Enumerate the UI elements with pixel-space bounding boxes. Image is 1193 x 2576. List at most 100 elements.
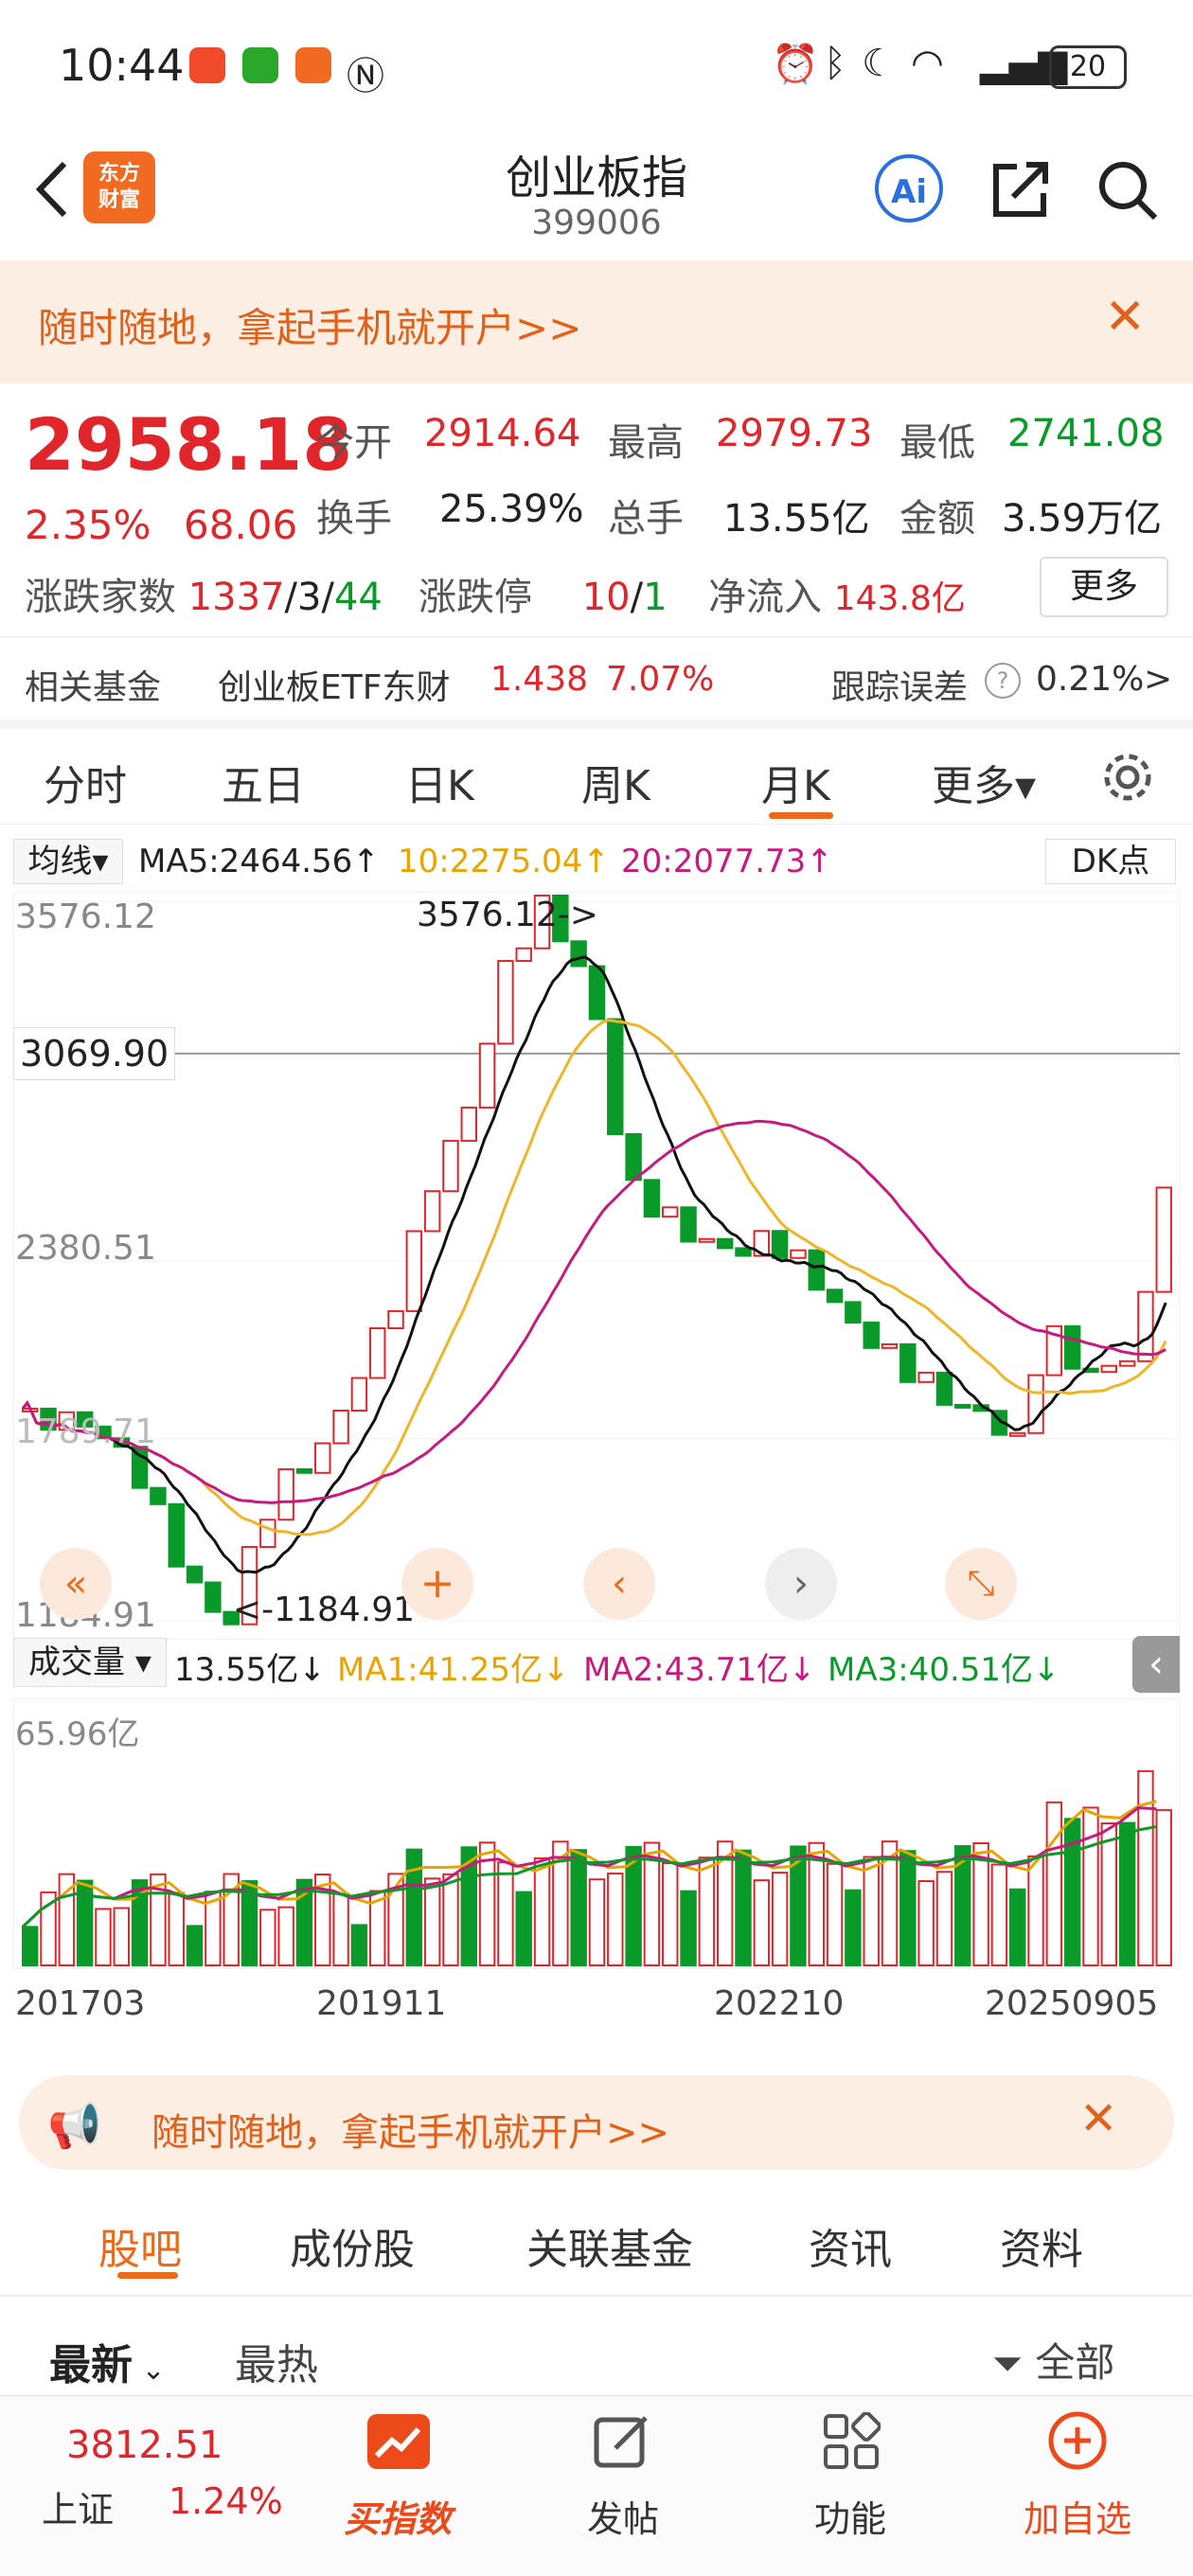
volume-bar: [387, 1873, 404, 1966]
candle: [680, 1206, 697, 1243]
filter-all[interactable]: ⏷ 全部: [992, 2331, 1114, 2389]
tab-weekly[interactable]: 周K: [581, 762, 650, 810]
post-button[interactable]: 发帖: [586, 2498, 659, 2540]
tab-related-funds[interactable]: 关联基金: [526, 2226, 693, 2274]
tab-more[interactable]: 更多▾: [932, 762, 1037, 810]
candle: [1137, 1290, 1154, 1362]
vol-ma3: MA3:40.51亿↓: [828, 1651, 1060, 1689]
volume-ma-lines: [21, 1800, 1157, 1928]
tab-monthly[interactable]: 月K: [761, 762, 830, 810]
dk-point-button[interactable]: DK点: [1045, 839, 1176, 884]
tab-profile[interactable]: 资料: [1000, 2226, 1083, 2274]
open-account-banner-2[interactable]: 📢 随时随地，拿起手机就开户>> ✕: [19, 2075, 1174, 2170]
candle: [76, 1411, 94, 1428]
buy-index-button[interactable]: 买指数: [343, 2498, 452, 2540]
chevron-right-icon[interactable]: >: [1144, 660, 1173, 699]
more-button[interactable]: 更多: [1040, 557, 1168, 617]
share-icon[interactable]: [988, 159, 1055, 222]
open-label: 今开: [316, 421, 392, 465]
volume-bar: [881, 1840, 899, 1966]
volume-bar: [1082, 1806, 1099, 1966]
candle: [223, 1610, 240, 1626]
tab-minute[interactable]: 分时: [44, 762, 127, 810]
ma-selector[interactable]: 均线▾: [13, 839, 123, 884]
sh-index-value[interactable]: 3812.51: [66, 2424, 223, 2467]
volume-selector[interactable]: 成交量 ▾: [13, 1638, 167, 1687]
tab-constituents[interactable]: 成份股: [290, 2226, 415, 2274]
amount-label: 金额: [899, 497, 975, 541]
sh-index-pct[interactable]: 1.24%: [169, 2480, 283, 2522]
scroll-left-fast-icon[interactable]: «: [40, 1548, 112, 1620]
add-watchlist-button[interactable]: 加自选: [1023, 2498, 1131, 2540]
fullscreen-icon[interactable]: ⤡: [945, 1548, 1017, 1620]
tab-news[interactable]: 资讯: [809, 2226, 892, 2274]
tab-daily[interactable]: 日K: [405, 762, 474, 810]
sh-index-name[interactable]: 上证: [42, 2489, 115, 2531]
volume-bar: [698, 1856, 716, 1966]
chart-grid: [13, 900, 1180, 1622]
scroll-left-icon[interactable]: ‹: [583, 1548, 655, 1620]
trend-icon[interactable]: [367, 2414, 430, 2469]
volume-chart[interactable]: [13, 1698, 1180, 1969]
candle: [478, 1042, 496, 1109]
candle: [625, 1133, 642, 1181]
status-bar: 10:44 Ⓝ ⏰ ᛒ ☾ ◠ ▂▄▆ 20: [0, 0, 1193, 133]
add-circle-icon[interactable]: [1047, 2410, 1108, 2471]
scroll-right-icon[interactable]: ›: [765, 1548, 837, 1620]
candle: [515, 947, 532, 963]
tab-guba[interactable]: 股吧: [98, 2226, 182, 2274]
ma20-value: 20:2077.73↑: [621, 843, 833, 880]
sort-latest[interactable]: 最新 ⌄: [49, 2341, 166, 2389]
battery-icon: 20: [1049, 45, 1127, 89]
gear-icon[interactable]: [1100, 750, 1155, 805]
candle: [1045, 1324, 1063, 1377]
kline-chart[interactable]: [13, 892, 1180, 1640]
eastmoney-logo: 东方 财富: [83, 151, 155, 223]
grid-icon[interactable]: [822, 2412, 881, 2471]
candle: [387, 1309, 404, 1329]
candle: [350, 1377, 368, 1412]
wifi-icon: ◠: [911, 42, 944, 85]
x-label: 201911: [316, 1984, 447, 2023]
function-button[interactable]: 功能: [813, 2498, 886, 2540]
ma-line: [21, 955, 1167, 1574]
volume-bar: [1100, 1822, 1118, 1966]
volume-bar: [625, 1845, 642, 1967]
candle: [1100, 1364, 1118, 1374]
alarm-icon: ⏰: [772, 43, 819, 86]
candle: [1118, 1359, 1136, 1367]
filter-all-label: 全部: [1035, 2339, 1115, 2386]
volume-bar: [662, 1862, 679, 1966]
candle: [497, 960, 514, 1045]
close-icon[interactable]: ✕: [1104, 289, 1146, 346]
volume-bar: [150, 1873, 167, 1967]
volume-bar: [735, 1849, 752, 1967]
breadth-row: 涨跌家数 1337/3/44: [25, 576, 383, 619]
volume-bar: [826, 1862, 844, 1966]
open-account-banner[interactable]: 随时随地，拿起手机就开户>> ✕: [0, 260, 1193, 383]
high-annotation: 3576.12->: [417, 896, 599, 934]
candle: [423, 1190, 441, 1233]
back-icon[interactable]: [25, 156, 81, 222]
fund-name[interactable]: 创业板ETF东财: [218, 668, 451, 707]
tab-five-day[interactable]: 五日: [222, 762, 305, 810]
nfc-icon: Ⓝ: [347, 55, 384, 98]
current-price-marker: 3069.90: [13, 1027, 176, 1080]
search-icon[interactable]: [1095, 157, 1161, 223]
help-icon[interactable]: ?: [985, 663, 1021, 699]
candle: [954, 1403, 971, 1409]
zoom-in-icon[interactable]: +: [401, 1548, 473, 1620]
post-icon[interactable]: [593, 2412, 651, 2471]
moon-icon: ☾: [862, 42, 896, 85]
volume-bar: [1155, 1808, 1172, 1967]
low-value: 2741.08: [1007, 412, 1165, 455]
volume-bar: [552, 1840, 569, 1966]
volume-bar: [314, 1873, 331, 1966]
collapse-panel-icon[interactable]: ‹: [1132, 1636, 1180, 1693]
section-gap: [0, 720, 1193, 729]
close-icon[interactable]: ✕: [1079, 2092, 1118, 2145]
ma10-value: 10:2275.04↑: [398, 843, 610, 880]
ai-icon[interactable]: Ai: [875, 154, 943, 222]
candle: [332, 1410, 349, 1445]
sort-hot[interactable]: 最热: [235, 2341, 318, 2389]
